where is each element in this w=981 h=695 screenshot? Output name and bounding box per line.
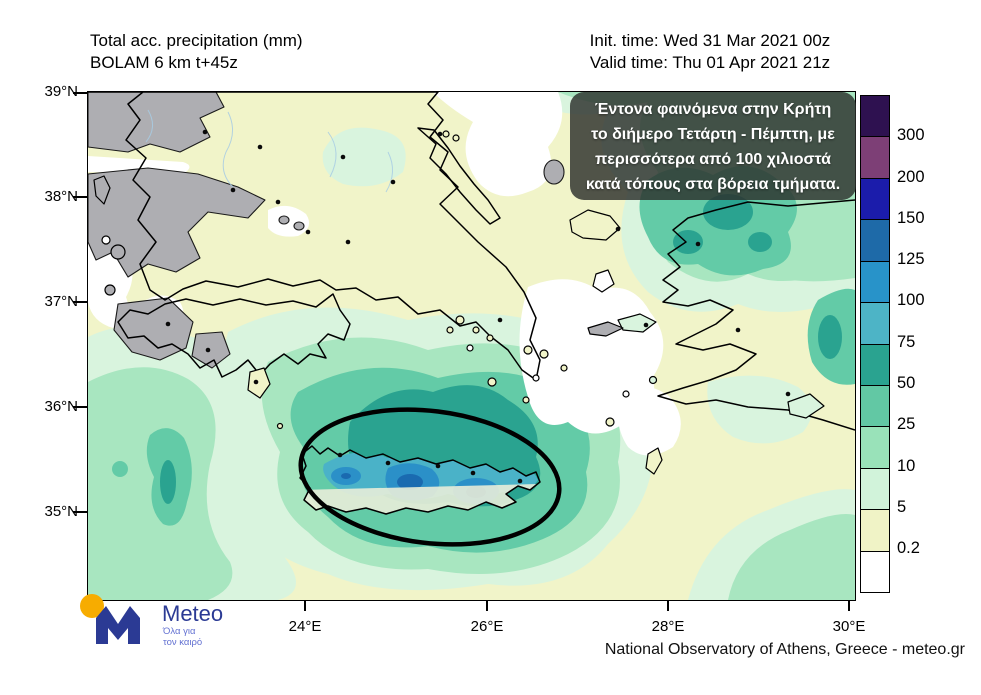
- forecast-annotation-box: Έντονα φαινόμενα στην Κρήτη το διήμερο Τ…: [570, 92, 856, 200]
- meteo-logo-mark: [80, 594, 140, 644]
- lon-tick-24E: 24°E: [288, 618, 322, 635]
- logo-tagline: Όλα για τον καιρό: [163, 626, 203, 648]
- colorbar-cell: [861, 384, 889, 427]
- init-time-label: Init. time: Wed 31 Mar 2021 00z: [589, 31, 831, 50]
- colorbar-cell: [861, 177, 889, 220]
- colorbar-label: 150: [897, 208, 925, 227]
- lat-tickmark: [73, 196, 87, 198]
- lat-tickmark: [73, 406, 87, 408]
- colorbar-cell: [861, 302, 889, 344]
- colorbar-label: 10: [897, 456, 916, 475]
- lat-tickmark: [73, 92, 87, 94]
- attribution-text: National Observatory of Athens, Greece -…: [604, 641, 965, 658]
- colorbar-labels: 300 200 150 125 100 75 50 25 10 5 0.2: [897, 95, 957, 593]
- islands: [93, 130, 825, 475]
- colorbar-label: 125: [897, 250, 925, 269]
- lon-tickmark: [304, 600, 306, 611]
- logo-wordmark: Meteo: [162, 601, 224, 626]
- lat-tick-35N: 35°N: [44, 503, 78, 520]
- colorbar-cell: [861, 96, 889, 137]
- lat-tick-38N: 38°N: [44, 188, 78, 205]
- logo-m-icon: [96, 606, 140, 644]
- coastlines: [88, 91, 856, 515]
- model-label: BOLAM 6 km t+45z: [90, 53, 238, 72]
- colorbar-cell: [861, 260, 889, 303]
- lon-tick-28E: 28°E: [651, 618, 685, 635]
- annotation-line: περισσότερα από 100 χιλιοστά: [594, 151, 831, 168]
- colorbar: [860, 95, 890, 593]
- colorbar-label: 25: [897, 415, 916, 434]
- lon-tickmark: [848, 600, 850, 611]
- lat-tick-37N: 37°N: [44, 293, 78, 310]
- crete-highlight-ellipse: [298, 407, 562, 547]
- colorbar-cell: [861, 467, 889, 510]
- colorbar-label: 0.2: [897, 539, 920, 558]
- colorbar-cell: [861, 509, 889, 551]
- logo-sun-icon: [80, 594, 104, 618]
- colorbar-cell: [861, 219, 889, 261]
- lat-tick-36N: 36°N: [44, 398, 78, 415]
- colorbar-label: 200: [897, 167, 925, 186]
- precipitation-map-svg: [87, 91, 856, 600]
- colorbar-label: 50: [897, 373, 916, 392]
- lon-tickmark: [486, 600, 488, 611]
- annotation-line: Έντονα φαινόμενα στην Κρήτη: [594, 101, 832, 118]
- river-lines: [145, 109, 393, 193]
- lon-tick-30E: 30°E: [832, 618, 866, 635]
- meteo-logo: Meteo Όλα για τον καιρό: [78, 592, 308, 656]
- colorbar-cell: [861, 136, 889, 178]
- colorbar-label: 75: [897, 332, 916, 351]
- colorbar-cell: [861, 343, 889, 385]
- nodata-grey-regions: [87, 91, 565, 369]
- lat-tickmark: [73, 511, 87, 513]
- valid-time-label: Valid time: Thu 01 Apr 2021 21z: [589, 53, 831, 72]
- lon-tickmark: [667, 600, 669, 611]
- annotation-line: κατά τόπους στα βόρεια τμήματα.: [585, 176, 841, 193]
- map-title: Total acc. precipitation (mm): [90, 31, 303, 50]
- colorbar-cell: [861, 426, 889, 468]
- colorbar-cell: [861, 550, 889, 593]
- colorbar-label: 100: [897, 291, 925, 310]
- colorbar-label: 300: [897, 126, 925, 145]
- colorbar-label: 5: [897, 497, 907, 516]
- run-time-block: Init. time: Wed 31 Mar 2021 00z Valid ti…: [545, 30, 875, 74]
- annotation-line: το διήμερο Τετάρτη - Πέμπτη, με: [591, 126, 835, 143]
- lat-tick-39N: 39°N: [44, 83, 78, 100]
- lon-tick-26E: 26°E: [470, 618, 504, 635]
- lat-tickmark: [73, 301, 87, 303]
- map-title-block: Total acc. precipitation (mm) BOLAM 6 km…: [90, 30, 303, 74]
- city-dots: [165, 129, 791, 484]
